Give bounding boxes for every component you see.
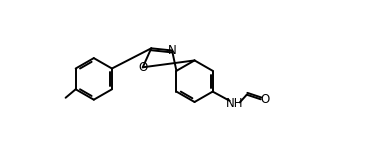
Text: N: N (168, 44, 176, 57)
Text: O: O (138, 61, 147, 74)
Text: O: O (260, 93, 269, 106)
Text: NH: NH (225, 97, 243, 110)
